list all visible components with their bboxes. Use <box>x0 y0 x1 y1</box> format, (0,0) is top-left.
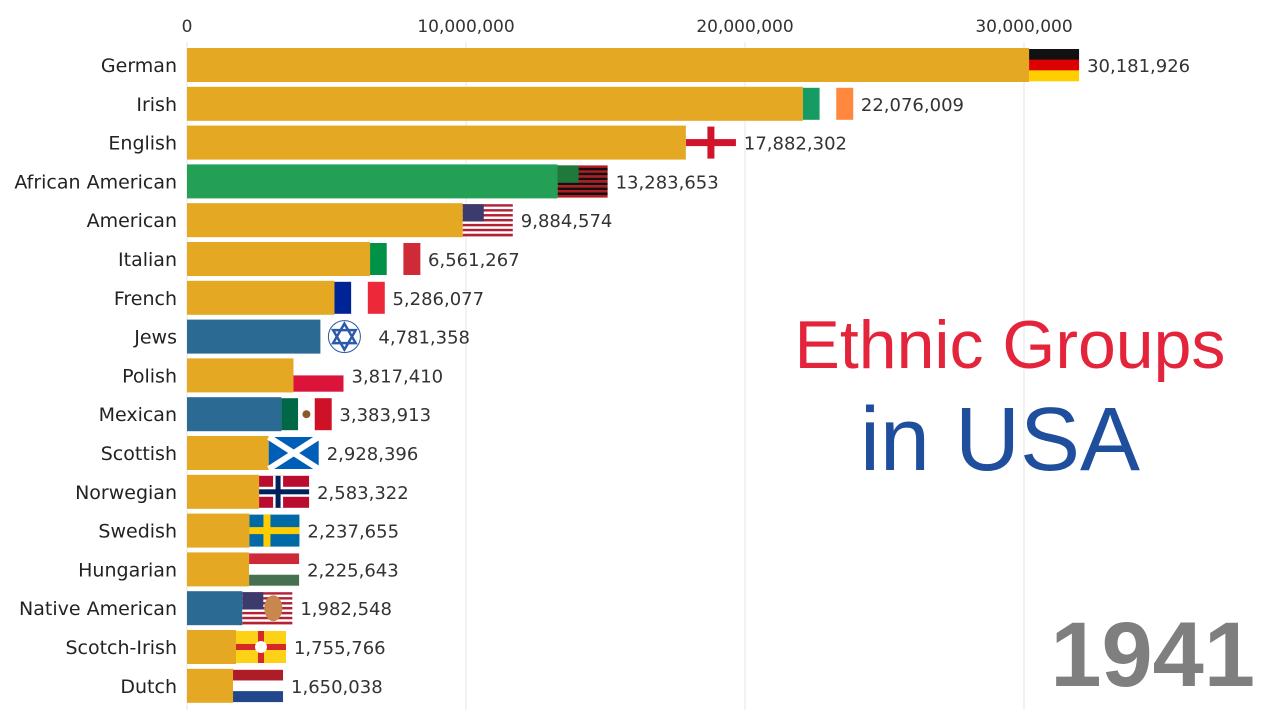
bar-row: Jews 4,781,358 <box>133 319 470 354</box>
bar <box>187 280 335 315</box>
x-tick-label: 30,000,000 <box>975 17 1072 37</box>
category-label: Native American <box>19 598 177 620</box>
ulster-flag-icon <box>235 631 286 663</box>
bar <box>187 513 250 548</box>
value-label: 5,286,077 <box>392 289 484 310</box>
bar-row: Mexican 3,383,913 <box>99 397 431 432</box>
category-label: American <box>87 210 177 232</box>
category-label: Hungarian <box>78 559 177 581</box>
value-label: 6,561,267 <box>428 250 520 271</box>
hungary-flag-icon <box>249 553 300 586</box>
bar-row: French 5,286,077 <box>114 280 484 315</box>
bar <box>187 552 250 587</box>
bar-row: Irish 22,076,009 <box>136 86 964 121</box>
bar-row: Dutch 1,650,038 <box>120 668 383 703</box>
bar <box>187 591 243 626</box>
bar <box>187 86 803 121</box>
value-label: 2,583,322 <box>317 483 409 504</box>
x-tick-label: 0 <box>182 17 193 37</box>
bar-row: Norwegian 2,583,322 <box>75 474 409 509</box>
category-label: Scotch-Irish <box>65 637 177 659</box>
value-label: 9,884,574 <box>521 211 613 232</box>
value-label: 13,283,653 <box>616 172 719 193</box>
bar <box>187 164 558 199</box>
value-label: 30,181,926 <box>1087 56 1190 77</box>
category-label: Polish <box>122 365 177 387</box>
bar-row: Italian 6,561,267 <box>118 242 520 276</box>
bar <box>187 630 236 664</box>
period-label: 1941 <box>1050 604 1255 706</box>
value-label: 2,928,396 <box>327 444 419 465</box>
bar-row: Scottish 2,928,396 <box>101 434 419 472</box>
bar <box>187 436 269 470</box>
scotland-flag-icon <box>267 434 321 472</box>
star-of-david-icon <box>327 320 361 354</box>
chart-title-line1: Ethnic Groups <box>794 307 1226 383</box>
value-label: 2,237,655 <box>307 522 399 543</box>
bar-row: Hungarian 2,225,643 <box>78 552 399 587</box>
value-label: 2,225,643 <box>307 560 399 581</box>
bar <box>187 358 294 393</box>
bar <box>187 48 1030 82</box>
bar <box>187 125 686 160</box>
chart-title-line2: in USA <box>859 390 1141 490</box>
bar <box>187 203 463 238</box>
category-label: German <box>101 55 177 77</box>
value-label: 1,650,038 <box>291 677 383 698</box>
value-label: 4,781,358 <box>378 328 470 349</box>
category-label: Mexican <box>99 404 177 426</box>
category-label: Italian <box>118 249 177 271</box>
ireland-flag-icon <box>802 87 854 120</box>
value-label: 1,755,766 <box>294 638 386 659</box>
bar <box>187 242 371 276</box>
bar-row: Scotch-Irish 1,755,766 <box>65 630 386 664</box>
germany-flag-icon <box>1029 49 1080 82</box>
value-label: 22,076,009 <box>861 95 964 116</box>
bar-row: Polish 3,817,410 <box>122 358 444 393</box>
england-flag-icon <box>685 126 736 159</box>
value-label: 17,882,302 <box>744 134 847 155</box>
mexico-flag-icon <box>281 398 332 431</box>
bar <box>187 397 282 432</box>
african-american-flag-icon <box>557 165 608 198</box>
x-axis-ticks: 0 10,000,000 20,000,000 30,000,000 <box>182 17 1073 37</box>
bar <box>187 474 260 509</box>
native-american-flag-icon <box>242 592 293 625</box>
bar-row: African American 13,283,653 <box>14 164 719 199</box>
bar-row: Swedish 2,237,655 <box>98 513 399 548</box>
bar <box>187 668 234 703</box>
netherlands-flag-icon <box>233 669 284 703</box>
category-label: African American <box>14 171 177 193</box>
sweden-flag-icon <box>249 514 300 547</box>
france-flag-icon <box>334 281 385 314</box>
category-label: Swedish <box>98 521 177 543</box>
value-label: 3,817,410 <box>352 366 444 387</box>
bars: German 30,181,926 Irish 22,076,009 English 17… <box>14 48 1190 703</box>
bar-row: English 17,882,302 <box>108 125 847 160</box>
category-label: Jews <box>133 327 177 349</box>
bar-row: American 9,884,574 <box>87 203 613 238</box>
category-label: Norwegian <box>75 482 177 504</box>
category-label: Dutch <box>120 676 177 698</box>
category-label: Scottish <box>101 443 177 465</box>
bar <box>187 319 321 354</box>
x-tick-label: 20,000,000 <box>696 17 793 37</box>
value-label: 3,383,913 <box>339 405 431 426</box>
x-tick-label: 10,000,000 <box>417 17 514 37</box>
poland-flag-icon <box>293 359 344 392</box>
value-label: 1,982,548 <box>300 599 392 620</box>
bar-row: German 30,181,926 <box>101 48 1190 82</box>
category-label: French <box>114 288 177 310</box>
usa-flag-icon <box>462 204 513 237</box>
category-label: Irish <box>136 94 177 116</box>
category-label: English <box>108 133 177 155</box>
italy-flag-icon <box>370 243 421 275</box>
norway-flag-icon <box>259 475 310 508</box>
bar-row: Native American 1,982,548 <box>19 591 392 626</box>
